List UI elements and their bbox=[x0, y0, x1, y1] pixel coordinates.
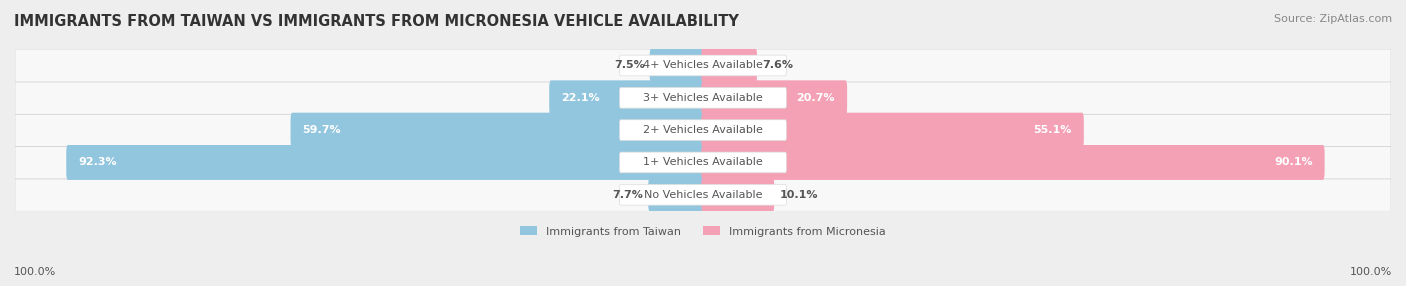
FancyBboxPatch shape bbox=[702, 145, 1324, 180]
Legend: Immigrants from Taiwan, Immigrants from Micronesia: Immigrants from Taiwan, Immigrants from … bbox=[516, 222, 890, 241]
Text: 55.1%: 55.1% bbox=[1033, 125, 1071, 135]
Text: 22.1%: 22.1% bbox=[561, 93, 600, 103]
Text: 90.1%: 90.1% bbox=[1274, 158, 1313, 168]
Text: 7.6%: 7.6% bbox=[762, 60, 793, 70]
FancyBboxPatch shape bbox=[66, 145, 704, 180]
Text: 4+ Vehicles Available: 4+ Vehicles Available bbox=[643, 60, 763, 70]
FancyBboxPatch shape bbox=[620, 184, 786, 205]
Text: IMMIGRANTS FROM TAIWAN VS IMMIGRANTS FROM MICRONESIA VEHICLE AVAILABILITY: IMMIGRANTS FROM TAIWAN VS IMMIGRANTS FRO… bbox=[14, 14, 740, 29]
FancyBboxPatch shape bbox=[620, 88, 786, 108]
FancyBboxPatch shape bbox=[15, 178, 1391, 211]
Text: 3+ Vehicles Available: 3+ Vehicles Available bbox=[643, 93, 763, 103]
FancyBboxPatch shape bbox=[620, 55, 786, 76]
Text: 1+ Vehicles Available: 1+ Vehicles Available bbox=[643, 158, 763, 168]
FancyBboxPatch shape bbox=[702, 177, 775, 212]
FancyBboxPatch shape bbox=[550, 80, 704, 115]
Text: Source: ZipAtlas.com: Source: ZipAtlas.com bbox=[1274, 14, 1392, 24]
FancyBboxPatch shape bbox=[15, 81, 1391, 114]
Text: 7.7%: 7.7% bbox=[612, 190, 643, 200]
Text: 100.0%: 100.0% bbox=[14, 267, 56, 277]
Text: 20.7%: 20.7% bbox=[797, 93, 835, 103]
FancyBboxPatch shape bbox=[15, 49, 1391, 82]
Text: 92.3%: 92.3% bbox=[79, 158, 117, 168]
FancyBboxPatch shape bbox=[702, 80, 848, 115]
Text: 7.5%: 7.5% bbox=[614, 60, 644, 70]
Text: 59.7%: 59.7% bbox=[302, 125, 342, 135]
Text: 2+ Vehicles Available: 2+ Vehicles Available bbox=[643, 125, 763, 135]
FancyBboxPatch shape bbox=[620, 120, 786, 140]
Text: 10.1%: 10.1% bbox=[779, 190, 818, 200]
Text: No Vehicles Available: No Vehicles Available bbox=[644, 190, 762, 200]
FancyBboxPatch shape bbox=[648, 177, 704, 212]
FancyBboxPatch shape bbox=[702, 113, 1084, 148]
FancyBboxPatch shape bbox=[650, 48, 704, 83]
FancyBboxPatch shape bbox=[620, 152, 786, 173]
FancyBboxPatch shape bbox=[15, 114, 1391, 147]
FancyBboxPatch shape bbox=[15, 146, 1391, 179]
FancyBboxPatch shape bbox=[702, 48, 756, 83]
FancyBboxPatch shape bbox=[291, 113, 704, 148]
Text: 100.0%: 100.0% bbox=[1350, 267, 1392, 277]
